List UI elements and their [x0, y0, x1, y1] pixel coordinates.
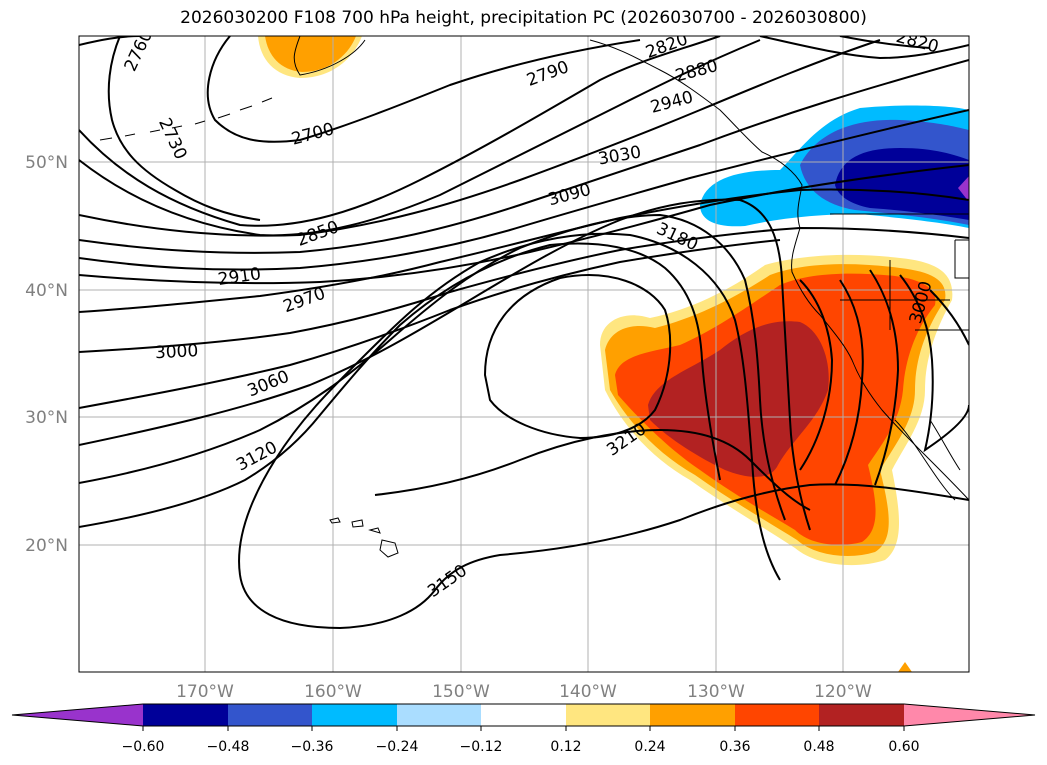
contour-e3	[869, 269, 900, 486]
colorbar-seg	[312, 704, 397, 726]
contour-3150-lower	[239, 483, 969, 630]
colorbar-seg	[819, 704, 904, 726]
lon-label-160: 160°W	[304, 682, 362, 702]
aleutian-islands	[99, 97, 273, 141]
contour-a	[79, 36, 721, 227]
colorbar-tick-label: −0.24	[376, 739, 419, 755]
contour-2910	[79, 109, 969, 271]
pos-shade-darkred	[648, 321, 829, 477]
contour-e4	[899, 274, 969, 453]
height-contours	[79, 36, 969, 630]
contour-north-1	[759, 36, 969, 60]
colorbar-seg	[650, 704, 735, 726]
contour-b	[79, 39, 761, 237]
contour-2970	[79, 188, 969, 313]
colorbar-tick-label: −0.60	[122, 739, 165, 755]
contour-3000	[79, 226, 969, 353]
colorbar-extend-left	[12, 704, 143, 726]
lon-label-150: 150°W	[432, 682, 490, 702]
lon-label-130: 130°W	[687, 682, 745, 702]
contour-3210	[483, 274, 672, 440]
colorbar-seg	[481, 704, 566, 726]
contour-3180	[79, 242, 721, 528]
contour-e5	[929, 289, 969, 346]
colorbar-tick-labels: −0.60 −0.48 −0.36 −0.24 −0.12 0.12 0.24 …	[122, 739, 920, 755]
pos-shade-bottom	[898, 662, 912, 672]
contour-3150	[238, 232, 781, 581]
colorbar-tick-label: −0.12	[460, 739, 503, 755]
hawaii-islands	[329, 517, 399, 558]
map-title: 2026030200 F108 700 hPa height, precipit…	[180, 8, 867, 28]
contour-2850	[79, 39, 881, 237]
colorbar: −0.60 −0.48 −0.36 −0.24 −0.12 0.12 0.24 …	[11, 703, 1036, 755]
contour-inner-1	[374, 428, 811, 511]
contour-3060	[79, 239, 781, 409]
colorbar-tick-label: −0.48	[207, 739, 250, 755]
baja-coast	[894, 419, 961, 501]
lon-label-170: 170°W	[176, 682, 234, 702]
alaska-coast	[293, 36, 366, 76]
gridlines	[79, 36, 969, 672]
contour-3120	[79, 213, 786, 521]
north-america-coast	[589, 39, 969, 501]
lat-label-20: 20°N	[25, 536, 68, 556]
colorbar-tick-label: 0.60	[888, 739, 919, 755]
contour-d	[79, 164, 969, 285]
shading-layer	[258, 36, 969, 672]
lat-labels: 50°N 40°N 30°N 20°N	[25, 153, 68, 556]
colorbar-seg	[228, 704, 312, 726]
lon-label-140: 140°W	[559, 682, 617, 702]
colorbar-seg	[143, 704, 228, 726]
lon-label-120: 120°W	[814, 682, 872, 702]
colorbar-tick-label: 0.36	[719, 739, 750, 755]
contour-c	[79, 59, 969, 254]
inland-lines	[954, 239, 969, 279]
colorbar-seg	[397, 704, 481, 726]
neg-shade-extreme	[958, 176, 969, 202]
colorbar-extend-right	[904, 704, 1035, 726]
neg-shade-dark	[835, 148, 969, 220]
colorbar-tick-label: 0.12	[550, 739, 581, 755]
colorbar-tick-label: 0.48	[803, 739, 834, 755]
contour-north-2	[839, 36, 931, 49]
lat-label-50: 50°N	[25, 153, 68, 173]
colorbar-tick-label: 0.24	[634, 739, 665, 755]
lat-label-40: 40°N	[25, 281, 68, 301]
colorbar-tick-label: −0.36	[291, 739, 334, 755]
contour-e1	[799, 279, 834, 471]
contour-2700	[206, 36, 641, 143]
map-frame	[78, 35, 970, 673]
colorbar-seg	[735, 704, 819, 726]
contour-e2	[834, 279, 864, 486]
colorbar-ticks	[142, 726, 905, 731]
lon-labels: 170°W 160°W 150°W 140°W 130°W 120°W	[176, 682, 872, 702]
colorbar-seg	[566, 704, 650, 726]
lat-label-30: 30°N	[25, 408, 68, 428]
contour-label: 3000	[155, 341, 199, 363]
contour-2730-left	[107, 36, 261, 221]
